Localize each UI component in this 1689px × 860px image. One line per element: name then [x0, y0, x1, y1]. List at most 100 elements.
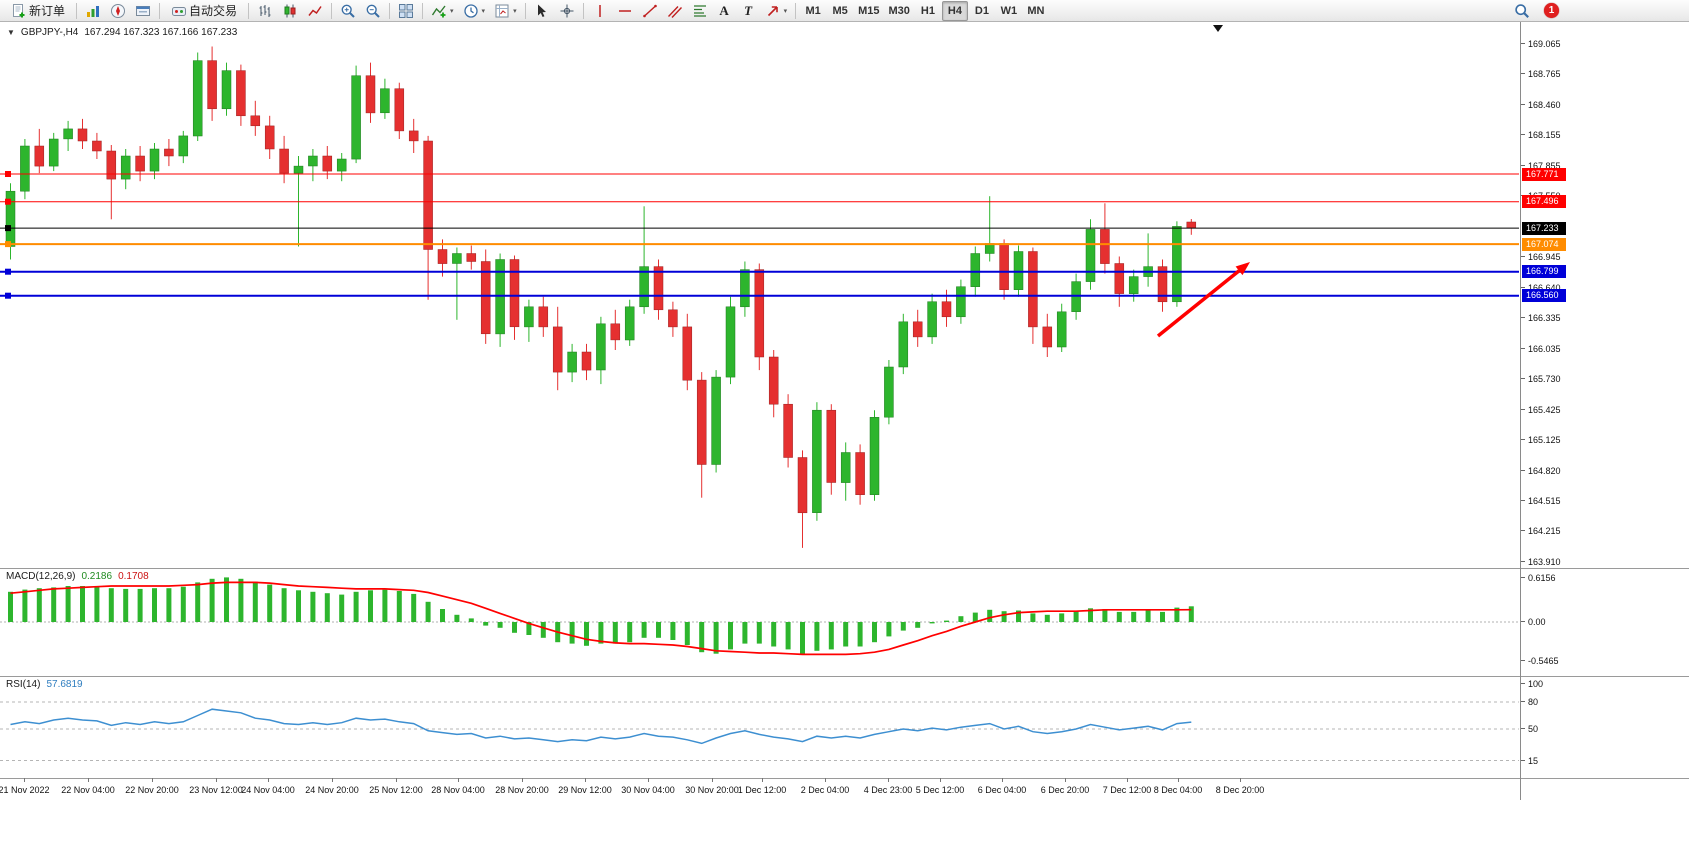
timeframe-m15-button[interactable]: M15	[858, 4, 880, 17]
candlestick-chart-button[interactable]	[278, 1, 302, 21]
macd-histogram-bar	[972, 612, 978, 622]
line-drag-handle[interactable]	[5, 198, 11, 205]
trend-arrow-head[interactable]	[1235, 262, 1250, 276]
horizontal-line-tool-button[interactable]	[613, 1, 637, 21]
label-tool-button[interactable]: T	[737, 1, 760, 21]
line-drag-handle[interactable]	[5, 268, 11, 275]
price-pane[interactable]: ▼ GBPJPY-,H4 167.294 167.323 167.166 167…	[0, 22, 1520, 568]
macd-histogram-bar	[756, 622, 762, 644]
chart-shift-marker[interactable]	[1213, 25, 1223, 32]
time-axis-label: 8 Dec 04:00	[1153, 785, 1203, 795]
market-watch-button[interactable]	[81, 1, 105, 21]
candle-down	[783, 403, 793, 458]
new-order-label: 新订单	[29, 4, 66, 18]
macd-canvas[interactable]	[0, 568, 1520, 676]
one-click-expander-icon[interactable]: ▼	[7, 28, 15, 37]
timeframe-mn-button[interactable]: MN	[1027, 4, 1045, 17]
bar-chart-button[interactable]	[253, 1, 277, 21]
price-axis[interactable]: 169.065168.765168.460168.155167.855167.5…	[1520, 22, 1689, 800]
candle-down	[1042, 326, 1053, 348]
macd-histogram-bar	[310, 591, 316, 622]
timeframe-d1-button[interactable]: D1	[974, 4, 989, 17]
price-line-badge: 166.560	[1522, 289, 1566, 303]
indicators-button[interactable]: ▾	[427, 1, 458, 21]
timeframe-w1-button[interactable]: W1	[1000, 4, 1018, 17]
arrows-tool-button[interactable]: ▾	[761, 1, 792, 21]
navigator-button[interactable]	[106, 1, 130, 21]
candle-up	[178, 135, 189, 157]
time-axis-tick	[332, 778, 333, 782]
rsi-canvas[interactable]	[0, 676, 1520, 778]
time-axis-tick	[522, 778, 523, 782]
timeframe-h1-button[interactable]: H1	[920, 4, 935, 17]
zoom-in-button[interactable]	[336, 1, 360, 21]
time-axis[interactable]: 21 Nov 2022 22 Nov 04:00 22 Nov 20:00 23 No…	[0, 778, 1689, 802]
price-chart-canvas[interactable]	[0, 22, 1520, 568]
line-drag-handle[interactable]	[5, 241, 11, 248]
line-chart-button[interactable]	[303, 1, 327, 21]
new-order-icon	[13, 3, 25, 17]
candle-up	[20, 145, 30, 192]
time-axis-label: 22 Nov 04:00	[61, 785, 115, 795]
vertical-line-tool-button[interactable]	[588, 1, 612, 21]
line-drag-handle[interactable]	[5, 225, 11, 232]
time-axis-tick	[888, 778, 889, 782]
line-drag-handle[interactable]	[5, 292, 11, 299]
dropdown-arrow-icon[interactable]: ▾	[513, 7, 517, 15]
timeframe-m5-button[interactable]: M5	[832, 4, 848, 17]
macd-histogram-bar	[1102, 609, 1108, 622]
fibonacci-tool-button[interactable]	[688, 1, 712, 21]
dropdown-arrow-icon[interactable]: ▾	[450, 7, 454, 15]
zoom-out-button[interactable]	[361, 1, 385, 21]
macd-histogram-bar	[65, 586, 71, 622]
macd-histogram-bar	[1088, 608, 1093, 622]
cursor-button[interactable]	[530, 1, 554, 21]
macd-pane[interactable]: MACD(12,26,9) 0.2186 0.1708	[0, 568, 1520, 676]
search-button[interactable]	[1510, 1, 1534, 21]
time-axis-tick	[152, 778, 153, 782]
macd-histogram-bar	[8, 591, 13, 622]
candle-down	[768, 356, 779, 405]
candle-down	[408, 130, 419, 142]
candle-up	[1085, 229, 1096, 282]
candle-up	[740, 269, 750, 308]
timeframe-h4-button[interactable]: H4	[941, 0, 968, 21]
macd-histogram-bar	[987, 609, 993, 622]
new-order-button[interactable]: 新订单	[4, 1, 72, 21]
time-axis-label: 24 Nov 04:00	[241, 785, 295, 795]
dropdown-arrow-icon[interactable]: ▾	[783, 7, 788, 15]
trendline-tool-button[interactable]	[638, 1, 662, 21]
timeframe-m1-button[interactable]: M1	[805, 4, 821, 17]
rsi-pane[interactable]: RSI(14) 57.6819	[0, 676, 1520, 778]
trend-arrow[interactable]	[1156, 269, 1241, 338]
macd-histogram-bar	[252, 581, 258, 622]
crosshair-button[interactable]	[555, 1, 579, 21]
macd-scale-label: 0.6156	[1521, 572, 1556, 583]
candle-down	[581, 351, 592, 371]
price-axis-label: 168.765	[1521, 69, 1561, 80]
notification-badge[interactable]: 1	[1544, 3, 1559, 18]
time-axis-tick	[1240, 778, 1241, 782]
terminal-button[interactable]	[131, 1, 155, 21]
pane-separator[interactable]	[0, 568, 1689, 569]
text-tool-button[interactable]: A	[713, 1, 736, 21]
timeframe-m30-button[interactable]: M30	[888, 4, 910, 17]
time-axis-tick	[762, 778, 763, 782]
candle-down	[754, 269, 765, 358]
candle-down	[207, 60, 217, 110]
candle-up	[63, 128, 73, 140]
periods-button[interactable]: ▾	[459, 1, 490, 21]
time-axis-label: 5 Dec 12:00	[915, 785, 965, 795]
dropdown-arrow-icon[interactable]: ▾	[481, 7, 486, 15]
channel-tool-button[interactable]	[663, 1, 687, 21]
autotrading-button[interactable]: 自动交易	[164, 1, 244, 21]
line-drag-handle[interactable]	[5, 171, 11, 177]
macd-histogram-bar	[627, 622, 633, 643]
toolbar-separator	[795, 2, 797, 19]
pane-separator[interactable]	[0, 676, 1689, 677]
macd-histogram-bar	[468, 618, 474, 622]
tile-windows-button[interactable]	[394, 1, 418, 21]
templates-button[interactable]: ▾	[490, 1, 521, 21]
candle-down	[1100, 229, 1110, 264]
crosshair-icon	[560, 4, 574, 17]
